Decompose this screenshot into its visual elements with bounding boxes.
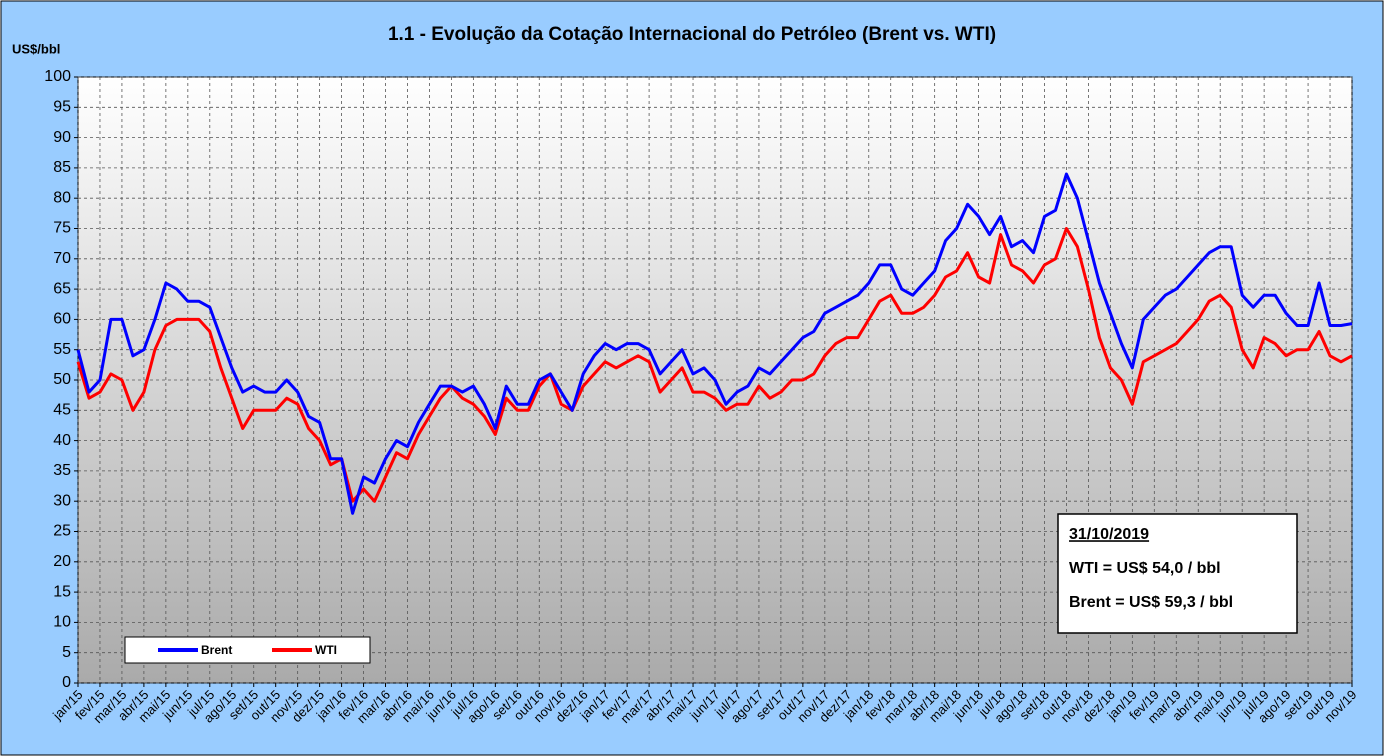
lines <box>76 172 1353 515</box>
y-tick-label: 95 <box>53 99 71 116</box>
y-tick-label: 30 <box>53 492 71 509</box>
y-tick-label: 75 <box>53 220 71 237</box>
y-tick-label: 15 <box>53 583 71 600</box>
annotation-wti: WTI = US$ 54,0 / bbl <box>1069 560 1221 577</box>
chart-title: 1.1 - Evolução da Cotação Internacional … <box>388 24 996 45</box>
y-tick-label: 50 <box>53 371 71 388</box>
annotation-box: 31/10/2019 WTI = US$ 54,0 / bbl Brent = … <box>1057 513 1298 634</box>
y-axis-label: US$/bbl <box>12 41 60 56</box>
legend-label: Brent <box>201 643 232 657</box>
annotation-frame <box>1057 513 1298 634</box>
y-tick-label: 55 <box>53 341 71 358</box>
y-tick-label: 25 <box>53 523 71 540</box>
y-tick-label: 45 <box>53 402 71 419</box>
legend-label: WTI <box>315 643 337 657</box>
y-tick-label: 70 <box>53 250 71 267</box>
y-tick-label: 65 <box>53 280 71 297</box>
y-tick-label: 100 <box>44 68 71 85</box>
y-tick-label: 0 <box>62 674 71 691</box>
y-tick-label: 60 <box>53 311 71 328</box>
y-tick-label: 20 <box>53 553 71 570</box>
annotation-brent: Brent = US$ 59,3 / bbl <box>1069 594 1233 611</box>
series-line <box>76 227 1353 503</box>
y-tick-label: 40 <box>53 432 71 449</box>
y-tick-label: 85 <box>53 159 71 176</box>
y-tick-label: 80 <box>53 189 71 206</box>
annotation-date: 31/10/2019 <box>1069 526 1149 543</box>
legend: Brent WTI <box>124 636 371 664</box>
y-tick-label: 90 <box>53 129 71 146</box>
y-tick-label: 10 <box>53 614 71 631</box>
series-line <box>76 172 1353 515</box>
y-tick-label: 5 <box>62 644 71 661</box>
y-tick-label: 35 <box>53 462 71 479</box>
